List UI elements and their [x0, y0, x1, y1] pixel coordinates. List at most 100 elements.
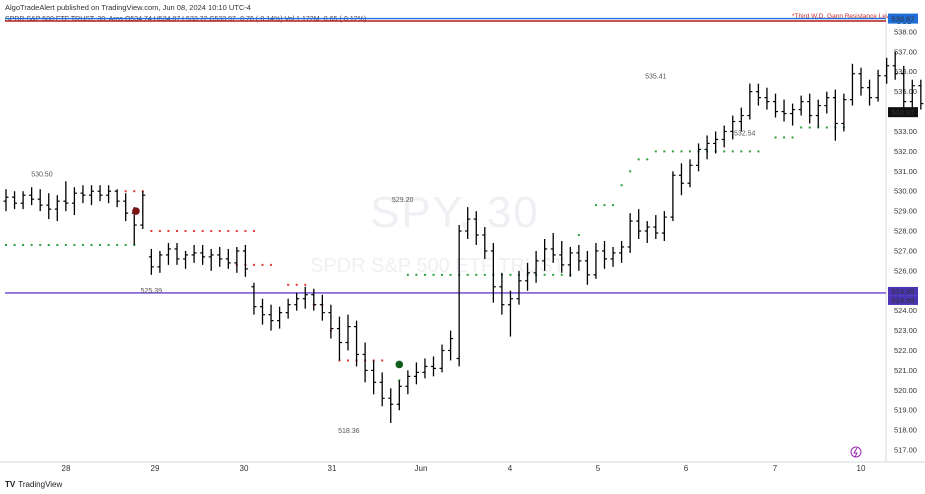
stop-dot: [612, 204, 615, 207]
purple-level-label: 524.89: [892, 287, 915, 296]
stop-dot: [475, 273, 478, 276]
stop-dot: [543, 273, 546, 276]
purple-level-tag: [888, 286, 918, 296]
name-watermark: SPDR S&P 500 ETF TRUST: [310, 255, 565, 277]
stop-dot: [423, 273, 426, 276]
stop-dot: [723, 150, 726, 153]
y-tick-label: 519.00: [894, 406, 917, 415]
stop-dot: [133, 190, 136, 193]
price-annotation: 532.54: [734, 131, 756, 138]
stop-dot: [629, 170, 632, 173]
last-price-tag: [888, 107, 918, 118]
y-tick-label: 531.00: [894, 167, 917, 176]
stop-dot: [680, 150, 683, 153]
stop-dot: [800, 126, 803, 129]
y-tick-label: 533.00: [894, 127, 917, 136]
stop-dot: [13, 243, 16, 246]
stop-dot: [47, 243, 50, 246]
stop-dot: [193, 230, 196, 233]
symbol-watermark: SPY, 30: [370, 188, 540, 237]
stop-dot: [244, 230, 247, 233]
stop-dot: [99, 243, 102, 246]
tradingview-brand[interactable]: TV TradingView: [5, 480, 62, 489]
stop-dot: [731, 150, 734, 153]
x-tick-label: 31: [328, 464, 337, 473]
sell-signal-dot: [132, 207, 140, 215]
x-tick-label: 28: [62, 464, 71, 473]
price-annotation: 529.20: [392, 197, 414, 204]
stop-dot: [252, 230, 255, 233]
stop-dot: [620, 184, 623, 187]
stop-dot: [466, 273, 469, 276]
stop-dot: [64, 243, 67, 246]
stop-dot: [663, 150, 666, 153]
stop-dot: [808, 126, 811, 129]
stop-dot: [252, 263, 255, 266]
x-tick-label: 7: [773, 464, 778, 473]
y-tick-label: 522.00: [894, 346, 917, 355]
stop-dot: [637, 158, 640, 161]
stop-dot: [235, 230, 238, 233]
y-tick-label: 521.00: [894, 366, 917, 375]
stop-dot: [176, 230, 178, 233]
y-tick-label: 537.00: [894, 47, 917, 56]
stop-dot: [347, 359, 349, 362]
stop-dot: [783, 136, 786, 139]
stop-dot: [740, 150, 743, 153]
stop-dot: [654, 150, 657, 153]
stop-dot: [90, 243, 93, 246]
blue-level-tag: [888, 13, 918, 24]
y-tick-label: 526.00: [894, 266, 917, 275]
stop-dot: [56, 243, 59, 246]
x-tick-label: 30: [240, 464, 249, 473]
y-tick-label: 524.00: [894, 306, 917, 315]
y-tick-label: 535.00: [894, 87, 917, 96]
y-tick-label: 529.00: [894, 207, 917, 216]
blue-level-label: 538.67: [892, 15, 915, 24]
stop-dot: [167, 230, 170, 233]
y-tick-label: 528.00: [894, 227, 917, 236]
price-annotation: 535.41: [645, 73, 667, 80]
lightning-bolt-icon: [853, 447, 858, 458]
y-tick-label: 530.00: [894, 187, 917, 196]
stop-dot: [218, 230, 221, 233]
x-tick-label: 4: [508, 464, 513, 473]
stop-dot: [449, 273, 452, 276]
x-tick-label: 10: [857, 464, 866, 473]
stop-dot: [791, 136, 794, 139]
stop-dot: [594, 204, 597, 207]
lightning-icon: [850, 446, 862, 458]
stop-dot: [124, 190, 127, 193]
stop-dot: [5, 243, 7, 246]
gann-resistance-label: *Third W.D. Gann Resistance Level*: [792, 13, 897, 20]
stop-dot: [646, 158, 649, 161]
stop-dot: [406, 273, 409, 276]
brand-name: TradingView: [18, 480, 63, 489]
y-tick-label: 520.00: [894, 386, 917, 395]
buy-signal-dot: [395, 360, 404, 369]
y-tick-label: 536.00: [894, 67, 917, 76]
stop-dot: [22, 243, 25, 246]
stop-dot: [81, 243, 84, 246]
stop-dot: [158, 230, 161, 233]
stop-dot: [30, 243, 33, 246]
stop-dot: [295, 283, 298, 286]
stop-dot: [825, 126, 828, 129]
stop-dot: [227, 230, 230, 233]
x-tick-label: 5: [596, 464, 601, 473]
price-annotation: 525.39: [141, 288, 163, 295]
purple-level-label-2: 524.89: [892, 296, 915, 305]
y-tick-label: 523.00: [894, 326, 917, 335]
y-tick-label: 532.00: [894, 147, 917, 156]
y-tick-label: 518.00: [894, 426, 917, 435]
stop-dot: [415, 273, 418, 276]
stop-dot: [39, 243, 42, 246]
stop-dot: [483, 273, 486, 276]
price-annotation: 530.50: [31, 171, 53, 178]
publish-info: AlgoTradeAlert published on TradingView.…: [5, 3, 251, 12]
y-tick-label: 538.00: [894, 27, 917, 36]
stop-dot: [432, 273, 435, 276]
stop-dot: [107, 243, 110, 246]
stop-dot: [381, 359, 384, 362]
